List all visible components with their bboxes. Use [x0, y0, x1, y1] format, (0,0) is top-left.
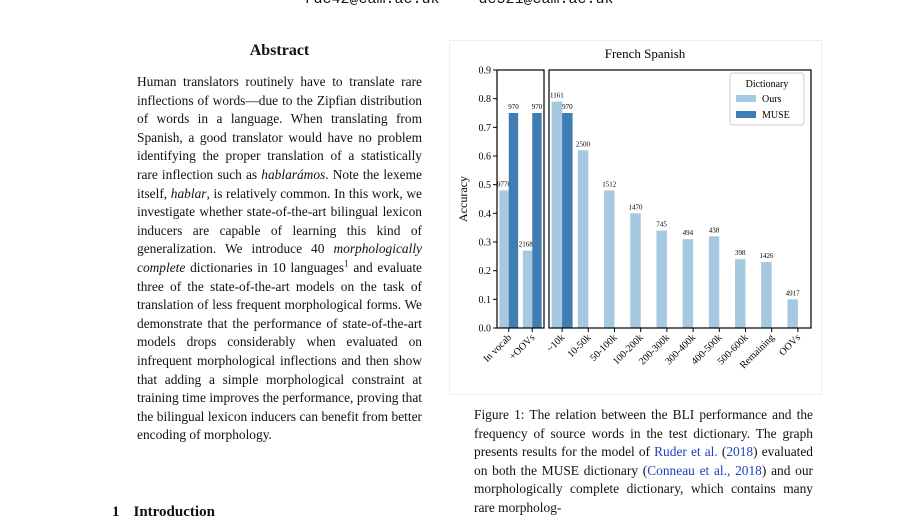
- emails: rdc42@cam.ac.uk dc521@cam.ac.uk: [0, 0, 918, 8]
- abstract-text: Human translators routinely have to tran…: [137, 73, 422, 445]
- bar: [656, 230, 667, 328]
- legend-label: Ours: [762, 94, 782, 105]
- bar: [499, 190, 509, 328]
- citation-link[interactable]: Conneau et al., 2018: [647, 462, 762, 478]
- count-label: 4917: [786, 289, 801, 297]
- text-run: hablar: [170, 185, 207, 201]
- count-label: 438: [709, 226, 720, 234]
- y-tick-label: 0.3: [479, 238, 492, 249]
- bar: [708, 236, 720, 328]
- count-label: 2500: [576, 140, 591, 148]
- abstract-title: Abstract: [249, 42, 310, 59]
- count-label: 1470: [628, 203, 643, 211]
- y-tick-label: 0.7: [479, 123, 492, 134]
- citation-link[interactable]: Ruder et al.: [654, 444, 718, 460]
- bar: [522, 250, 533, 328]
- y-tick-label: 0.2: [479, 266, 492, 277]
- chart-title: French Spanish: [605, 46, 686, 61]
- section-title: Introduction: [133, 504, 215, 520]
- legend-swatch: [736, 111, 756, 118]
- bar: [532, 113, 542, 328]
- y-tick-label: 0.8: [479, 94, 492, 105]
- text-run: and evaluate three of the state-of-the-a…: [137, 259, 422, 443]
- panel-frame: [496, 69, 545, 329]
- count-label: 21687: [519, 241, 537, 249]
- text-run: dictionaries in 10 languages: [185, 259, 345, 275]
- citation-link[interactable]: 2018: [726, 444, 754, 460]
- section-number: 1: [112, 504, 120, 520]
- bar: [577, 150, 589, 328]
- text-run: morphologically complete: [137, 241, 422, 275]
- bar: [630, 213, 641, 328]
- text-run: (: [717, 444, 727, 460]
- count-label: 745: [656, 221, 667, 229]
- count-label: 1161: [550, 92, 564, 100]
- text-run: ) and our morphologically complete dicti…: [474, 462, 814, 515]
- y-axis-label: Accuracy: [456, 176, 470, 222]
- count-label: 398: [735, 249, 746, 257]
- y-tick-label: 0.4: [479, 209, 492, 220]
- panel-frame: [548, 69, 812, 329]
- bar: [562, 113, 573, 328]
- bar: [682, 239, 694, 328]
- bar: [787, 299, 798, 328]
- y-tick-label: 0.5: [479, 180, 492, 191]
- text-run: . Note the lexeme itself,: [137, 166, 422, 201]
- bar: [604, 190, 615, 328]
- legend-swatch: [736, 95, 756, 102]
- y-tick-label: 0.9: [479, 66, 492, 77]
- text-run: ) evaluated on both the MUSE dictionary …: [474, 444, 813, 478]
- y-tick-label: 0.1: [479, 295, 492, 306]
- text-run: Human translators routinely have to tran…: [137, 74, 422, 182]
- y-tick-label: 0.6: [479, 152, 492, 163]
- text-run: Figure 1: The relation between the BLI p…: [474, 407, 813, 460]
- y-tick-label: 0.0: [479, 324, 492, 335]
- bar: [551, 101, 563, 329]
- bar: [735, 259, 746, 328]
- count-label: 1426: [759, 252, 774, 260]
- figure-caption: Figure 1: The relation between the BLI p…: [474, 406, 813, 518]
- legend-label: MUSE: [762, 110, 790, 121]
- text-run: , is relatively common. In this work, we…: [137, 185, 422, 257]
- email: rdc42@cam.ac.uk: [304, 0, 439, 8]
- count-label: 494: [683, 229, 694, 237]
- chart: French Spanish Accuracy 0.0 0.1 0.2 0.3 0.4 0.5…: [449, 40, 822, 395]
- count-label: 970: [562, 103, 573, 111]
- count-label: 1512: [602, 180, 617, 188]
- text-run: 1: [344, 258, 349, 269]
- count-label: 970: [508, 103, 519, 111]
- count-label: 9770: [497, 180, 512, 188]
- email: dc521@cam.ac.uk: [479, 0, 614, 8]
- legend-title: Dictionary: [746, 79, 789, 90]
- bar: [508, 113, 519, 328]
- section-heading: 1 Introduction: [112, 504, 215, 521]
- text-run: hablarámos: [261, 166, 326, 182]
- bar: [761, 262, 772, 328]
- count-label: 970: [532, 103, 543, 111]
